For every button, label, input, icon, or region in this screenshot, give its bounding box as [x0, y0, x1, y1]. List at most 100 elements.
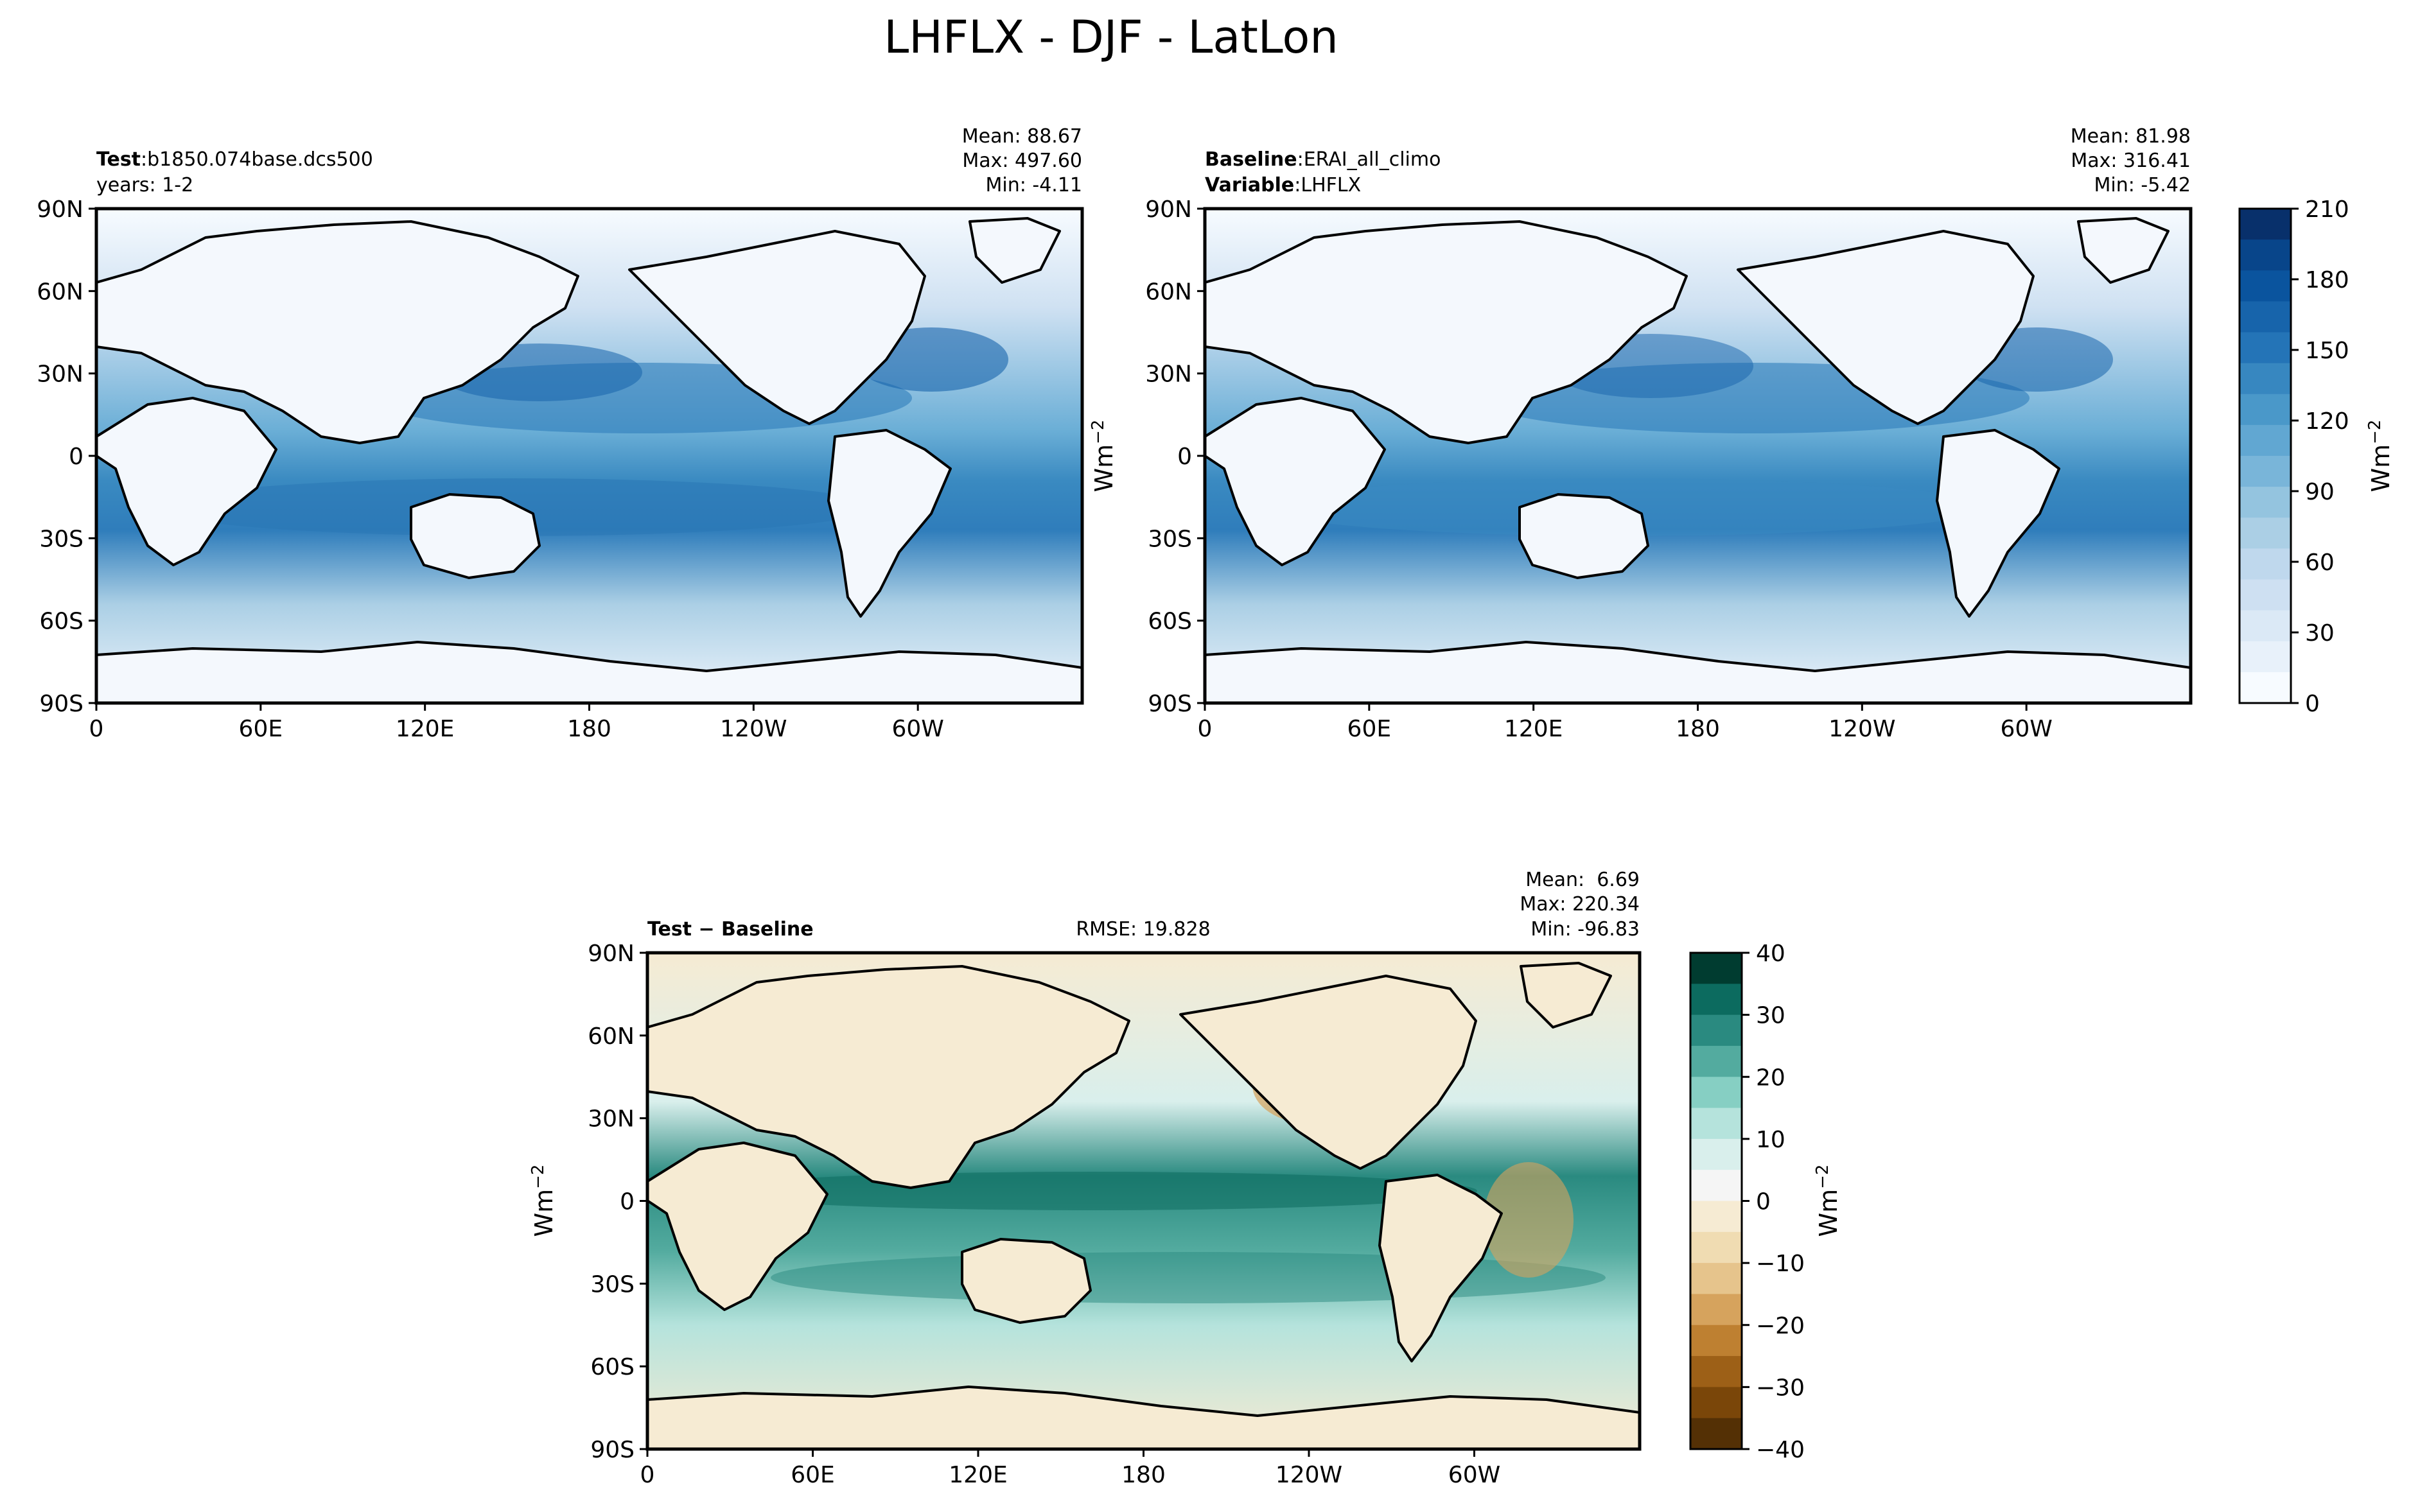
colorbar-blues-tick-label: 120 [2305, 408, 2349, 435]
baseline-xtick-label: 60E [1347, 716, 1392, 742]
colorbar-blues-band [2240, 239, 2291, 271]
colorbar-blues-tick-label: 180 [2305, 267, 2349, 293]
baseline-label-bold: Baseline [1205, 148, 1297, 171]
baseline-land-namerica [1737, 230, 2035, 425]
colorbar-blues-band [2240, 363, 2291, 395]
colorbar-blues-tick-label: 30 [2305, 620, 2335, 647]
baseline-ytick-label: 30N [1145, 361, 1192, 388]
diff-ytick-label: 90N [588, 941, 635, 967]
diff-samerica-negative [1484, 1162, 1574, 1278]
diff-ticks: 0 60E 120E 180 120W 60W 90N 60N 30N 0 30S 60S 90S [588, 941, 1500, 1488]
diff-ytick-label: 90S [590, 1437, 635, 1463]
colorbar-blues-band [2240, 424, 2291, 456]
colorbar-blues-band [2240, 209, 2291, 240]
baseline-land-australia [1518, 493, 1649, 579]
colorbar-brbg-band [1690, 1138, 1742, 1170]
test-continents [96, 217, 1082, 703]
colorbar-blues-band [2240, 610, 2291, 642]
test-ytick-label: 60S [39, 609, 83, 635]
test-label-value: b1850.074base.dcs500 [147, 148, 373, 171]
colorbar-blues-frame [2238, 207, 2292, 704]
baseline-ytick-label: 60N [1145, 279, 1192, 305]
figure-title: LHFLX - DJF - LatLon [884, 11, 1338, 64]
baseline-land-africa [1205, 397, 1386, 566]
colorbar-blues-band [2240, 548, 2291, 580]
colorbar-brbg-tick-label: 40 [1756, 941, 1785, 967]
baseline-label-value: ERAI_all_climo [1304, 148, 1441, 171]
panel-test: Test:b1850.074base.dcs500 years: 1-2 Mea… [37, 125, 1084, 742]
test-land-australia [410, 493, 541, 579]
colorbar-brbg-band [1690, 1108, 1742, 1140]
baseline-stat-mean: Mean: 81.98 [2071, 125, 2191, 148]
colorbar-blues-band [2240, 270, 2291, 302]
test-map [96, 209, 1082, 703]
baseline-ytick-label: 90N [1145, 196, 1192, 223]
baseline-stat-min: Min: -5.42 [2094, 174, 2191, 196]
diff-xtick-label: 120E [949, 1462, 1007, 1488]
colorbar-brbg-band [1690, 1356, 1742, 1387]
test-land-namerica [628, 230, 926, 425]
diff-map [647, 953, 1640, 1449]
colorbar-brbg-tick-label: −30 [1756, 1375, 1805, 1401]
baseline-xtick-label: 0 [1198, 716, 1213, 742]
colorbar-blues-tick-label: 0 [2305, 691, 2320, 717]
test-xtick-label: 120E [396, 716, 454, 742]
baseline-xtick-label: 120W [1828, 716, 1895, 742]
baseline-land-greenland [2077, 217, 2170, 284]
baseline-xtick-label: 60W [2000, 716, 2052, 742]
colorbar-brbg-band [1690, 984, 1742, 1016]
diff-ytick-label: 60S [590, 1354, 635, 1380]
diff-land-samerica [1378, 1174, 1503, 1362]
colorbar-brbg-band [1690, 1418, 1742, 1450]
diff-land-australia [961, 1238, 1092, 1324]
colorbar-brbg-label: Wm−2 [1813, 1165, 1843, 1237]
diff-land-namerica [1179, 975, 1477, 1170]
baseline-ytick-label: 0 [1177, 444, 1192, 470]
test-stat-max: Max: 497.60 [962, 150, 1082, 172]
colorbar-blues-band [2240, 332, 2291, 364]
baseline-ticks: 0 60E 120E 180 120W 60W 90N 60N 30N 0 30S 60S 90S [1145, 196, 2053, 742]
diff-label: Test − Baseline [647, 918, 814, 941]
test-xtick-label: 0 [89, 716, 104, 742]
test-land-antarctica [96, 641, 1082, 703]
panel-difference: Test − Baseline RMSE: 19.828 Mean: 6.69 … [529, 869, 1843, 1488]
diff-continents [647, 962, 1640, 1449]
colorbar-brbg-band [1690, 953, 1742, 984]
colorbar-blues-band [2240, 394, 2291, 426]
diff-xtick-label: 60W [1448, 1462, 1500, 1488]
colorbar-blues-band [2240, 579, 2291, 611]
test-stat-mean: Mean: 88.67 [962, 125, 1082, 148]
colorbar-brbg-band [1690, 1294, 1742, 1326]
test-subtitle: years: 1-2 [96, 174, 193, 196]
diff-ytick-label: 60N [588, 1023, 635, 1050]
diff-ytick-label: 0 [620, 1189, 635, 1215]
baseline-ylabel: Wm−2 [1089, 420, 1118, 492]
colorbar-blues-band [2240, 641, 2291, 673]
colorbar-brbg-band [1690, 1201, 1742, 1233]
test-land-greenland [969, 217, 1061, 284]
colorbar-blues-band [2240, 672, 2291, 704]
test-label: Test:b1850.074base.dcs500 [96, 148, 373, 171]
diff-xtick-label: 180 [1121, 1462, 1166, 1488]
colorbar-brbg-tick-label: −40 [1756, 1437, 1805, 1463]
colorbar-blues-band [2240, 517, 2291, 549]
test-land-samerica [827, 429, 952, 618]
diff-land-antarctica [647, 1386, 1640, 1449]
baseline-map [1205, 209, 2191, 703]
colorbar-brbg-band [1690, 1014, 1742, 1047]
test-xtick-label: 180 [567, 716, 611, 742]
test-ytick-label: 90S [39, 691, 83, 717]
baseline-continents [1205, 217, 2191, 703]
test-ytick-label: 0 [69, 444, 83, 470]
colorbar-brbg: 40 30 20 10 0 −10 −20 −30 −40 [1689, 941, 1805, 1463]
colorbar-blues-tick-label: 210 [2305, 196, 2349, 223]
test-label-bold: Test [96, 148, 141, 171]
diff-land-greenland [1520, 962, 1612, 1029]
diff-stat-max: Max: 220.34 [1520, 893, 1640, 916]
diff-xtick-label: 0 [640, 1462, 655, 1488]
colorbar-blues-tick-label: 90 [2305, 479, 2335, 505]
diff-ytick-label: 30N [588, 1106, 635, 1133]
colorbar-blues-band [2240, 487, 2291, 518]
colorbar-brbg-band [1690, 1077, 1742, 1109]
baseline-variable: Variable:LHFLX [1205, 174, 1361, 196]
